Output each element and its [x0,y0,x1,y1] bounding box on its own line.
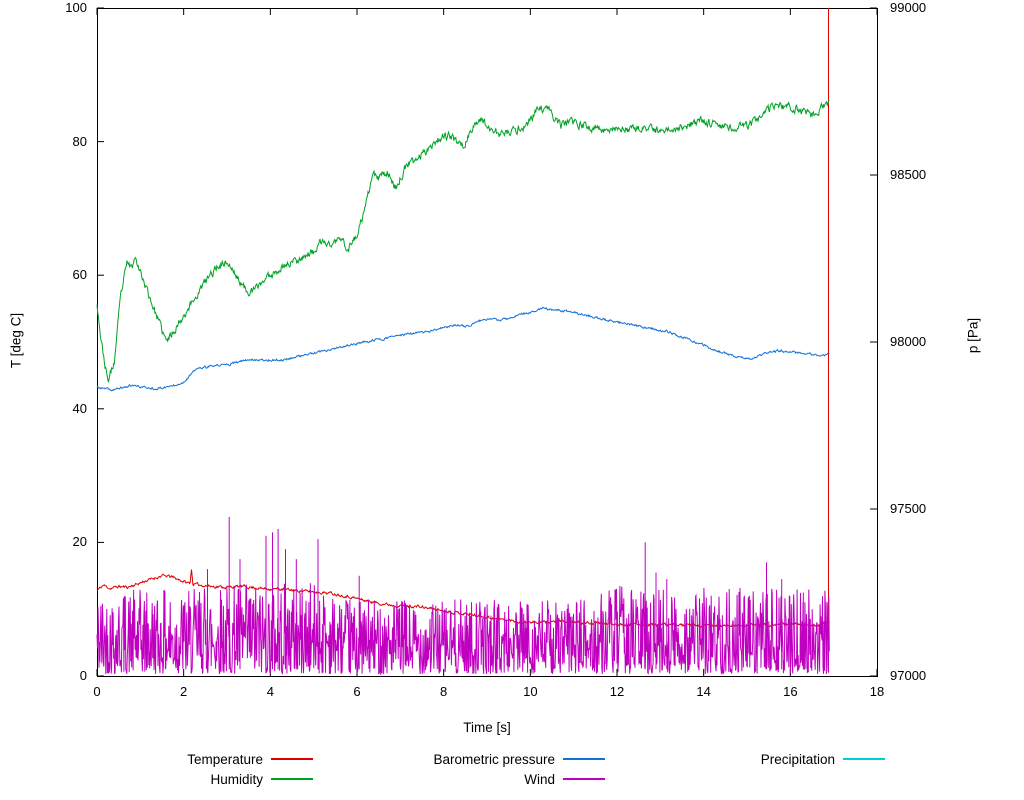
y-axis-right-label: p [Pa] [965,317,981,354]
yleft-tick-60: 60 [72,267,87,283]
legend-temperature-line [271,758,313,760]
legend-wind-label: Wind [524,771,555,787]
yright-tick-98000: 98000 [890,334,927,349]
plot-border [97,8,878,677]
legend-barometric-pressure-label: Barometric pressure [433,751,555,767]
yright-tick-99000: 99000 [890,0,927,15]
legend-precipitation: Precipitation [670,751,885,767]
x-tick-12: 12 [609,684,625,699]
x-tick-16: 16 [783,684,798,699]
legend-precipitation-label: Precipitation [760,751,835,767]
yright-tick-97500: 97500 [890,501,927,516]
y-axis-left-label: T [deg C] [8,312,24,369]
yleft-tick-0: 0 [79,668,87,683]
legend-humidity-label: Humidity [210,771,263,787]
x-tick-14: 14 [696,684,711,699]
series-temperature [96,8,830,673]
legend-barometric-pressure-line [563,758,605,760]
legend-wind-line [563,778,605,780]
yright-tick-98500: 98500 [890,167,927,182]
x-tick-0: 0 [93,684,101,699]
legend-humidity: Humidity [98,771,313,787]
yleft-tick-80: 80 [72,133,87,149]
yright-tick-97000: 97000 [890,668,927,683]
yleft-tick-40: 40 [72,400,87,416]
legend-barometric-pressure: Barometric pressure [390,751,605,767]
series-wind [96,517,830,676]
x-tick-4: 4 [266,684,274,699]
x-tick-8: 8 [440,684,448,699]
x-tick-10: 10 [523,684,538,699]
legend-temperature: Temperature [98,751,313,767]
x-tick-2: 2 [180,684,188,699]
yleft-tick-20: 20 [72,534,87,550]
x-tick-18: 18 [869,684,885,699]
x-axis-label: Time [s] [463,720,511,735]
series-humidity [96,99,830,383]
yleft-tick-100: 100 [65,0,87,15]
legend-temperature-label: Temperature [187,751,263,767]
legend-humidity-line [271,778,313,780]
series-pressure [96,306,830,392]
x-tick-6: 6 [353,684,361,699]
legend-wind: Wind [390,771,605,787]
legend-precipitation-line [843,758,885,760]
